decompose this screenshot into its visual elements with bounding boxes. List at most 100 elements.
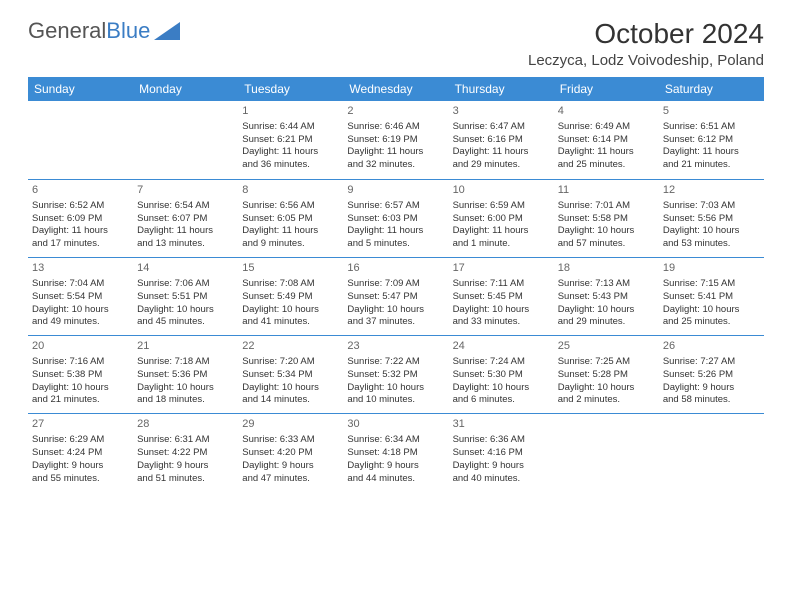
day-number: 30	[347, 417, 444, 432]
calendar-cell: 27Sunrise: 6:29 AMSunset: 4:24 PMDayligh…	[28, 413, 133, 491]
day-number: 27	[32, 417, 129, 432]
sunrise-line: Sunrise: 7:13 AM	[558, 278, 655, 291]
day-headers: Sunday Monday Tuesday Wednesday Thursday…	[28, 77, 764, 101]
calendar-cell: 10Sunrise: 6:59 AMSunset: 6:00 PMDayligh…	[449, 179, 554, 257]
calendar-cell: 12Sunrise: 7:03 AMSunset: 5:56 PMDayligh…	[659, 179, 764, 257]
sunrise-line: Sunrise: 6:36 AM	[453, 434, 550, 447]
daylight-line-2: and 33 minutes.	[453, 316, 550, 329]
sunrise-line: Sunrise: 7:04 AM	[32, 278, 129, 291]
month-title: October 2024	[528, 18, 764, 50]
daylight-line-1: Daylight: 10 hours	[242, 304, 339, 317]
sunrise-line: Sunrise: 7:09 AM	[347, 278, 444, 291]
daylight-line-2: and 9 minutes.	[242, 238, 339, 251]
sunset-line: Sunset: 6:12 PM	[663, 134, 760, 147]
sunrise-line: Sunrise: 6:54 AM	[137, 200, 234, 213]
daylight-line-1: Daylight: 10 hours	[347, 382, 444, 395]
day-number: 2	[347, 104, 444, 119]
calendar-week: 20Sunrise: 7:16 AMSunset: 5:38 PMDayligh…	[28, 335, 764, 413]
sunrise-line: Sunrise: 6:57 AM	[347, 200, 444, 213]
daylight-line-2: and 32 minutes.	[347, 159, 444, 172]
sunrise-line: Sunrise: 6:31 AM	[137, 434, 234, 447]
calendar-cell: 28Sunrise: 6:31 AMSunset: 4:22 PMDayligh…	[133, 413, 238, 491]
daylight-line-2: and 47 minutes.	[242, 473, 339, 486]
calendar-cell: 19Sunrise: 7:15 AMSunset: 5:41 PMDayligh…	[659, 257, 764, 335]
calendar-cell: 26Sunrise: 7:27 AMSunset: 5:26 PMDayligh…	[659, 335, 764, 413]
day-number: 23	[347, 339, 444, 354]
sunrise-line: Sunrise: 7:18 AM	[137, 356, 234, 369]
daylight-line-1: Daylight: 11 hours	[347, 146, 444, 159]
daylight-line-2: and 10 minutes.	[347, 394, 444, 407]
daylight-line-1: Daylight: 10 hours	[453, 304, 550, 317]
day-number: 1	[242, 104, 339, 119]
sunrise-line: Sunrise: 6:34 AM	[347, 434, 444, 447]
calendar-cell: 5Sunrise: 6:51 AMSunset: 6:12 PMDaylight…	[659, 101, 764, 179]
calendar-cell: 23Sunrise: 7:22 AMSunset: 5:32 PMDayligh…	[343, 335, 448, 413]
calendar-cell-empty	[28, 101, 133, 179]
sunset-line: Sunset: 6:07 PM	[137, 213, 234, 226]
daylight-line-2: and 45 minutes.	[137, 316, 234, 329]
sunset-line: Sunset: 4:18 PM	[347, 447, 444, 460]
sunrise-line: Sunrise: 6:44 AM	[242, 121, 339, 134]
daylight-line-1: Daylight: 9 hours	[347, 460, 444, 473]
daylight-line-2: and 2 minutes.	[558, 394, 655, 407]
day-number: 9	[347, 183, 444, 198]
daylight-line-1: Daylight: 11 hours	[558, 146, 655, 159]
day-header-sun: Sunday	[28, 77, 133, 101]
day-number: 3	[453, 104, 550, 119]
daylight-line-1: Daylight: 10 hours	[137, 304, 234, 317]
sunrise-line: Sunrise: 7:03 AM	[663, 200, 760, 213]
day-number: 17	[453, 261, 550, 276]
day-number: 7	[137, 183, 234, 198]
calendar-cell: 2Sunrise: 6:46 AMSunset: 6:19 PMDaylight…	[343, 101, 448, 179]
daylight-line-2: and 49 minutes.	[32, 316, 129, 329]
sunset-line: Sunset: 5:32 PM	[347, 369, 444, 382]
calendar-cell: 25Sunrise: 7:25 AMSunset: 5:28 PMDayligh…	[554, 335, 659, 413]
day-number: 19	[663, 261, 760, 276]
daylight-line-2: and 21 minutes.	[32, 394, 129, 407]
sunrise-line: Sunrise: 7:08 AM	[242, 278, 339, 291]
daylight-line-2: and 25 minutes.	[558, 159, 655, 172]
calendar-cell: 6Sunrise: 6:52 AMSunset: 6:09 PMDaylight…	[28, 179, 133, 257]
calendar-cell-empty	[133, 101, 238, 179]
day-number: 15	[242, 261, 339, 276]
day-header-mon: Monday	[133, 77, 238, 101]
sunset-line: Sunset: 6:21 PM	[242, 134, 339, 147]
calendar-week: 27Sunrise: 6:29 AMSunset: 4:24 PMDayligh…	[28, 413, 764, 491]
day-header-thu: Thursday	[449, 77, 554, 101]
daylight-line-1: Daylight: 11 hours	[663, 146, 760, 159]
sunset-line: Sunset: 6:00 PM	[453, 213, 550, 226]
sunset-line: Sunset: 6:19 PM	[347, 134, 444, 147]
daylight-line-1: Daylight: 11 hours	[347, 225, 444, 238]
sunset-line: Sunset: 6:03 PM	[347, 213, 444, 226]
calendar-cell: 8Sunrise: 6:56 AMSunset: 6:05 PMDaylight…	[238, 179, 343, 257]
daylight-line-1: Daylight: 9 hours	[32, 460, 129, 473]
daylight-line-2: and 51 minutes.	[137, 473, 234, 486]
sunrise-line: Sunrise: 7:25 AM	[558, 356, 655, 369]
daylight-line-2: and 18 minutes.	[137, 394, 234, 407]
daylight-line-2: and 37 minutes.	[347, 316, 444, 329]
daylight-line-2: and 58 minutes.	[663, 394, 760, 407]
sunrise-line: Sunrise: 7:16 AM	[32, 356, 129, 369]
sunrise-line: Sunrise: 7:27 AM	[663, 356, 760, 369]
calendar-cell: 13Sunrise: 7:04 AMSunset: 5:54 PMDayligh…	[28, 257, 133, 335]
calendar-cell: 15Sunrise: 7:08 AMSunset: 5:49 PMDayligh…	[238, 257, 343, 335]
sunset-line: Sunset: 4:22 PM	[137, 447, 234, 460]
calendar-week: 13Sunrise: 7:04 AMSunset: 5:54 PMDayligh…	[28, 257, 764, 335]
daylight-line-2: and 14 minutes.	[242, 394, 339, 407]
calendar-cell-empty	[659, 413, 764, 491]
daylight-line-2: and 21 minutes.	[663, 159, 760, 172]
daylight-line-1: Daylight: 10 hours	[558, 382, 655, 395]
day-number: 29	[242, 417, 339, 432]
sunset-line: Sunset: 6:14 PM	[558, 134, 655, 147]
daylight-line-2: and 13 minutes.	[137, 238, 234, 251]
day-number: 11	[558, 183, 655, 198]
sunrise-line: Sunrise: 7:06 AM	[137, 278, 234, 291]
daylight-line-1: Daylight: 11 hours	[453, 225, 550, 238]
daylight-line-1: Daylight: 11 hours	[32, 225, 129, 238]
calendar-cell: 16Sunrise: 7:09 AMSunset: 5:47 PMDayligh…	[343, 257, 448, 335]
sunrise-line: Sunrise: 6:49 AM	[558, 121, 655, 134]
sunrise-line: Sunrise: 6:47 AM	[453, 121, 550, 134]
sunset-line: Sunset: 6:09 PM	[32, 213, 129, 226]
sunset-line: Sunset: 5:51 PM	[137, 291, 234, 304]
day-number: 31	[453, 417, 550, 432]
